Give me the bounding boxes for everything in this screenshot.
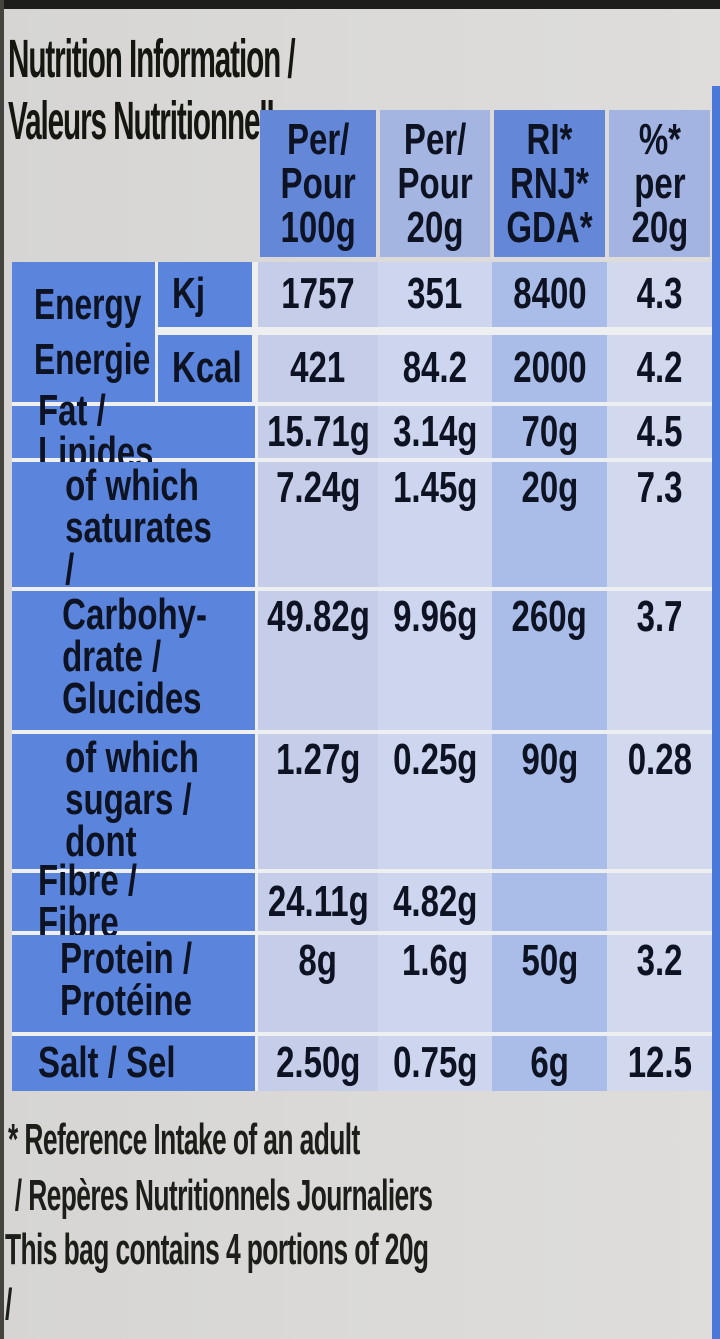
portions-note: This bag contains 4 portions of 20g / / …	[5, 1225, 429, 1339]
value-carbohydrate-ri: 260g	[492, 591, 607, 730]
column-header-per-20g: Per/ Pour 20g	[380, 110, 490, 257]
top-edge-strip	[0, 0, 720, 9]
row-label-carbohydrate: Carbohy- drate / Glucides	[12, 591, 255, 730]
row-label-salt: Salt / Sel	[12, 1036, 255, 1091]
value-fibre-per20: 4.82g	[378, 873, 492, 931]
value-salt-ri: 6g	[492, 1036, 607, 1091]
value-salt-per20: 0.75g	[378, 1036, 492, 1091]
value-energy-kj-per20: 351	[378, 262, 492, 327]
value-energy-kj-per100: 1757	[258, 262, 378, 327]
value-energy-kcal-per20: 84.2	[378, 335, 492, 402]
row-label-energy: Energy Energie	[12, 262, 155, 402]
value-fat-per20: 3.14g	[378, 406, 492, 458]
row-label-fat: Fat / Lipides	[12, 388, 255, 475]
value-carbohydrate-per100: 49.82g	[258, 591, 378, 730]
right-edge-strip	[712, 86, 720, 1339]
value-protein-pct: 3.2	[607, 935, 712, 1032]
value-fibre-ri	[492, 873, 607, 931]
row-label-saturates: of which saturates / dont saturés	[12, 462, 255, 676]
column-header-percent-per-20g: %* per 20g	[609, 110, 710, 257]
value-carbohydrate-per20: 9.96g	[378, 591, 492, 730]
reference-intake-note: * Reference Intake of an adult / Repères…	[8, 1115, 433, 1220]
value-energy-kcal-ri: 2000	[492, 335, 607, 402]
value-saturates-ri: 20g	[492, 462, 607, 587]
value-fat-per100: 15.71g	[258, 406, 378, 458]
row-label-fibre: Fibre / Fibre	[12, 858, 255, 945]
unit-label-kj: Kj	[158, 262, 252, 327]
value-energy-kj-pct: 4.3	[607, 262, 712, 327]
value-saturates-per20: 1.45g	[378, 462, 492, 587]
value-energy-kj-ri: 8400	[492, 262, 607, 327]
value-protein-per100: 8g	[258, 935, 378, 1032]
value-saturates-per100: 7.24g	[258, 462, 378, 587]
value-sugars-pct: 0.28	[607, 734, 712, 869]
row-label-sugars: of which sugars / dont sucres	[12, 734, 255, 906]
value-fat-pct: 4.5	[607, 406, 712, 458]
value-fibre-per100: 24.11g	[258, 873, 378, 931]
column-header-per-100g: Per/ Pour 100g	[260, 110, 376, 257]
column-header-reference-intake: RI* RNJ* GDA*	[494, 110, 605, 257]
value-carbohydrate-pct: 3.7	[607, 591, 712, 730]
row-label-protein: Protein / Protéine	[12, 935, 255, 1032]
value-saturates-pct: 7.3	[607, 462, 712, 587]
value-protein-per20: 1.6g	[378, 935, 492, 1032]
unit-label-kcal: Kcal	[158, 335, 252, 402]
value-sugars-per20: 0.25g	[378, 734, 492, 869]
value-sugars-ri: 90g	[492, 734, 607, 869]
value-salt-per100: 2.50g	[258, 1036, 378, 1091]
value-energy-kcal-per100: 421	[258, 335, 378, 402]
value-fibre-pct	[607, 873, 712, 931]
value-energy-kcal-pct: 4.2	[607, 335, 712, 402]
value-fat-ri: 70g	[492, 406, 607, 458]
value-salt-pct: 12.5	[607, 1036, 712, 1091]
left-edge-strip	[0, 0, 4, 1339]
nutrition-table-body: Energy Energie Kj Kcal 1757 351 8400 4.3…	[12, 262, 712, 1091]
value-protein-ri: 50g	[492, 935, 607, 1032]
value-sugars-per100: 1.27g	[258, 734, 378, 869]
